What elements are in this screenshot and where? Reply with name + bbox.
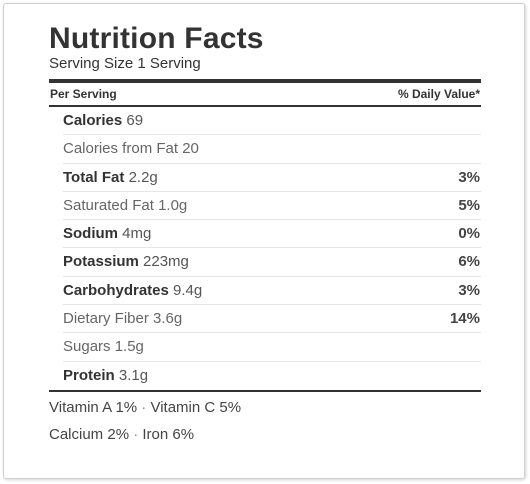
nutrient-daily-value: 3% — [458, 281, 480, 299]
nutrient-amount: 4mg — [122, 225, 152, 243]
nutrient-row: Total Fat 2.2g 3% — [63, 164, 481, 192]
nutrient-name-amount: Total Fat 2.2g — [63, 164, 158, 191]
nutrient-name-amount: Dietary Fiber 3.6g — [63, 305, 182, 332]
nutrient-row: Potassium 223mg 6% — [63, 248, 481, 277]
per-serving-heading: Per Serving — [50, 87, 117, 101]
nutrient-name-amount: Protein 3.1g — [63, 362, 148, 390]
vitamin-separator: · — [133, 425, 139, 443]
nutrient-row: Carbohydrates 9.4g 3% — [63, 277, 481, 306]
nutrient-daily-value: 14% — [449, 310, 480, 328]
vitamin-value: 2% — [107, 425, 130, 443]
nutrient-amount: 1.0g — [158, 196, 188, 214]
nutrient-amount: 223mg — [143, 253, 189, 271]
nutrient-name-amount: Sodium 4mg — [63, 220, 151, 247]
nutrient-name-amount: Calories from Fat 20 — [63, 135, 199, 162]
vitamin-name: Vitamin A — [49, 398, 112, 416]
nutrient-daily-value — [480, 362, 481, 390]
nutrient-list: Calories 69 Calories from Fat 20 Total Fat… — [49, 107, 481, 390]
nutrient-name: Sodium — [63, 225, 118, 243]
vitamin-name: Iron — [142, 425, 169, 443]
nutrient-daily-value: 0% — [458, 225, 480, 243]
serving-size: Serving Size 1 Serving — [49, 55, 201, 72]
nutrient-amount: 3.1g — [118, 366, 149, 384]
vitamin-line: Calcium 2% · Iron 6% — [49, 421, 481, 448]
vitamin-name: Vitamin C — [150, 398, 216, 416]
nutrient-row: Dietary Fiber 3.6g 14% — [63, 305, 481, 334]
nutrient-name: Calories from Fat — [63, 140, 179, 158]
vitamin-list: Vitamin A 1% · Vitamin C 5% Calcium 2% · … — [49, 392, 481, 448]
nutrient-name: Carbohydrates — [63, 281, 169, 299]
bottom-divider — [49, 389, 481, 392]
nutrient-name-amount: Carbohydrates 9.4g — [63, 277, 202, 304]
nutrient-name-amount: Potassium 223mg — [63, 248, 189, 275]
label-title: Nutrition Facts — [49, 22, 264, 55]
nutrient-name: Dietary Fiber — [63, 310, 149, 328]
nutrient-daily-value: 6% — [458, 253, 480, 271]
nutrient-name: Saturated Fat — [63, 196, 154, 214]
nutrient-row: Sugars 1.5g — [63, 333, 481, 362]
nutrient-name: Sugars — [63, 338, 111, 356]
nutrient-name: Calories — [63, 112, 123, 129]
vitamin-separator: · — [141, 398, 147, 416]
nutrient-daily-value — [480, 333, 481, 360]
column-header: Per Serving % Daily Value* — [49, 83, 481, 105]
daily-value-heading: % Daily Value* — [397, 87, 480, 101]
nutrient-name: Protein — [63, 366, 115, 384]
nutrient-daily-value — [480, 107, 481, 134]
nutrient-name-amount: Sugars 1.5g — [63, 333, 144, 360]
vitamin-value: 6% — [172, 425, 195, 443]
header-divider — [49, 105, 481, 107]
nutrient-row: Sodium 4mg 0% — [63, 220, 481, 249]
nutrient-row: Protein 3.1g — [63, 362, 481, 390]
nutrient-row: Calories from Fat 20 — [63, 135, 481, 164]
nutrient-name-amount: Calories 69 — [63, 107, 143, 134]
nutrient-amount: 1.5g — [114, 338, 144, 356]
nutrition-panel: Nutrition Facts Serving Size 1 Serving P… — [3, 3, 525, 479]
thick-divider — [49, 79, 481, 83]
nutrient-name: Potassium — [63, 253, 139, 271]
nutrient-name-amount: Saturated Fat 1.0g — [63, 192, 187, 219]
vitamin-value: 1% — [115, 398, 138, 416]
nutrient-amount: 3.6g — [153, 310, 183, 328]
vitamin-value: 5% — [219, 398, 242, 416]
vitamin-line: Vitamin A 1% · Vitamin C 5% — [49, 394, 481, 421]
nutrition-label: Nutrition Facts Serving Size 1 Serving P… — [49, 22, 481, 448]
nutrient-amount: 2.2g — [128, 168, 158, 186]
nutrient-name: Total Fat — [63, 168, 125, 186]
nutrient-amount: 69 — [126, 112, 144, 129]
nutrient-daily-value: 3% — [458, 168, 480, 186]
nutrient-daily-value: 5% — [458, 196, 480, 214]
nutrient-row: Calories 69 — [63, 107, 481, 136]
nutrient-amount: 9.4g — [173, 281, 203, 299]
nutrient-row: Saturated Fat 1.0g 5% — [63, 192, 481, 221]
nutrient-daily-value — [480, 135, 481, 162]
vitamin-name: Calcium — [49, 425, 104, 443]
nutrient-amount: 20 — [182, 140, 199, 158]
